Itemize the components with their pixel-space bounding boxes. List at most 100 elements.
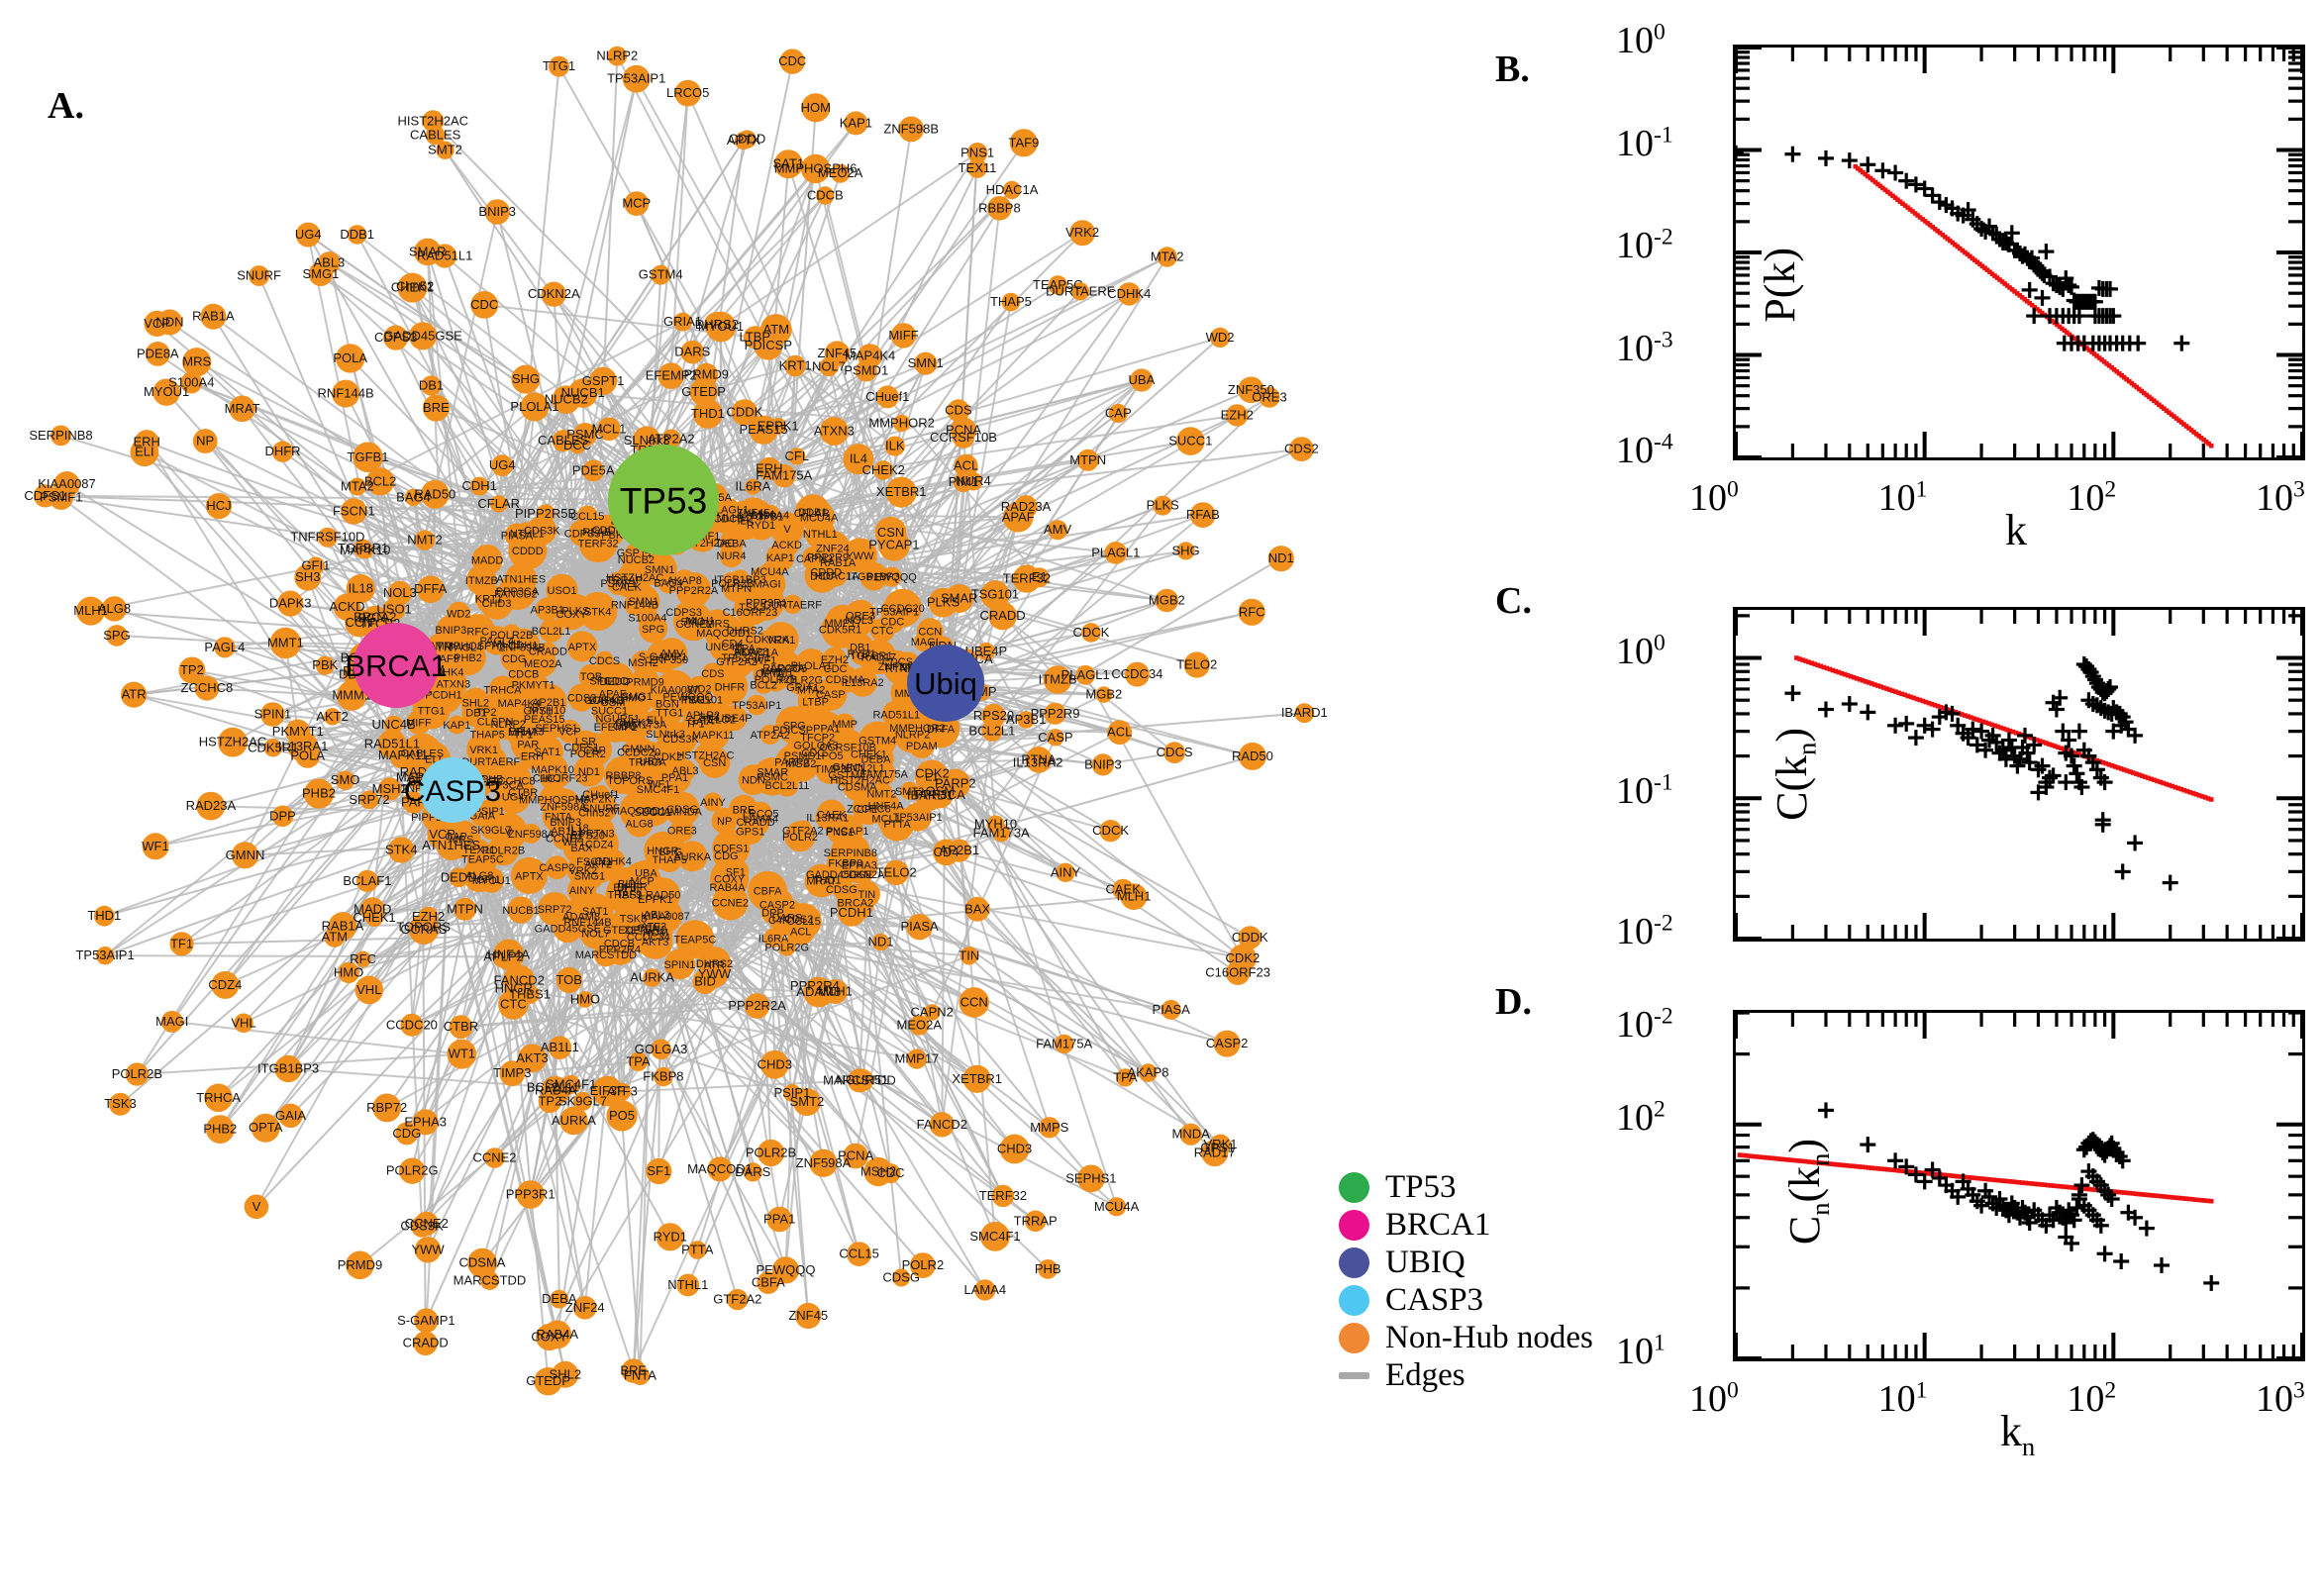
network-node[interactable]: [1075, 664, 1096, 685]
network-node[interactable]: [178, 656, 206, 684]
network-node[interactable]: [606, 1100, 638, 1132]
network-node[interactable]: [676, 1273, 700, 1297]
network-node[interactable]: [493, 939, 525, 970]
network-node[interactable]: [634, 748, 661, 776]
network-node[interactable]: [491, 707, 525, 741]
network-node[interactable]: [749, 415, 778, 445]
network-node[interactable]: [1081, 623, 1101, 643]
network-node[interactable]: [383, 325, 409, 350]
network-node[interactable]: [654, 1067, 673, 1087]
network-node[interactable]: [762, 666, 788, 692]
network-node[interactable]: [1259, 386, 1280, 408]
network-node[interactable]: [467, 1247, 497, 1278]
network-node[interactable]: [1108, 403, 1128, 424]
network-node[interactable]: [727, 1288, 749, 1311]
network-node[interactable]: [669, 818, 694, 843]
network-node[interactable]: [1228, 944, 1257, 972]
network-node[interactable]: [844, 111, 868, 136]
network-node[interactable]: [1130, 368, 1154, 392]
network-node[interactable]: [271, 441, 294, 462]
network-node[interactable]: [1238, 926, 1262, 949]
network-node[interactable]: [332, 379, 360, 408]
network-node[interactable]: [160, 1010, 183, 1033]
network-node[interactable]: [251, 1113, 280, 1143]
network-node[interactable]: [420, 479, 450, 509]
network-node[interactable]: [169, 932, 194, 956]
network-node[interactable]: [744, 993, 770, 1019]
network-node[interactable]: [490, 495, 508, 513]
network-node[interactable]: [908, 732, 935, 758]
network-node[interactable]: [702, 662, 724, 684]
network-node[interactable]: [1055, 1034, 1074, 1054]
network-node[interactable]: [341, 498, 367, 525]
network-node[interactable]: [508, 531, 548, 570]
network-node[interactable]: [413, 1331, 439, 1355]
network-node[interactable]: [571, 737, 592, 757]
network-node[interactable]: [573, 1296, 597, 1320]
network-node[interactable]: [959, 987, 989, 1018]
network-node[interactable]: [1124, 661, 1150, 687]
network-node[interactable]: [541, 281, 566, 307]
network-nodes[interactable]: [34, 46, 1315, 1396]
panel-b-plot-area[interactable]: [1728, 45, 2305, 460]
network-node[interactable]: [372, 1093, 402, 1123]
network-node[interactable]: [561, 1074, 581, 1095]
network-node[interactable]: [449, 1015, 473, 1040]
network-node[interactable]: [101, 596, 128, 622]
network-node[interactable]: [920, 761, 945, 786]
network-node[interactable]: [484, 1147, 505, 1168]
network-node[interactable]: [881, 566, 902, 587]
network-node[interactable]: [801, 546, 827, 571]
network-node[interactable]: [303, 778, 335, 809]
network-node[interactable]: [552, 430, 574, 452]
network-node[interactable]: [1038, 1259, 1059, 1279]
network-node[interactable]: [542, 1076, 564, 1099]
network-node[interactable]: [847, 1242, 871, 1266]
network-node[interactable]: [498, 572, 537, 611]
network-node[interactable]: [770, 512, 804, 546]
network-node[interactable]: [928, 587, 959, 618]
network-node[interactable]: [643, 968, 661, 987]
network-node[interactable]: [389, 742, 417, 769]
network-node[interactable]: [466, 843, 499, 874]
network-node[interactable]: [809, 711, 844, 746]
network-node[interactable]: [645, 710, 664, 730]
network-node[interactable]: [494, 761, 533, 800]
network-node[interactable]: [1267, 546, 1294, 572]
network-node[interactable]: [721, 705, 748, 732]
network-node[interactable]: [1044, 702, 1066, 725]
network-node[interactable]: [409, 322, 438, 350]
network-node[interactable]: [797, 498, 826, 527]
network-node[interactable]: [551, 768, 569, 787]
network-node[interactable]: [534, 1367, 562, 1396]
network-node[interactable]: [1161, 999, 1181, 1020]
network-node[interactable]: [524, 696, 553, 725]
network-node[interactable]: [458, 634, 482, 657]
network-node[interactable]: [782, 1083, 801, 1102]
network-node[interactable]: [437, 831, 466, 860]
network-node[interactable]: [576, 991, 594, 1008]
network-node[interactable]: [884, 436, 905, 456]
network-node[interactable]: [1157, 247, 1177, 267]
network-node[interactable]: [308, 261, 334, 286]
network-node[interactable]: [531, 735, 563, 768]
network-node[interactable]: [1155, 588, 1179, 613]
network-node[interactable]: [449, 867, 469, 888]
network-node[interactable]: [853, 794, 881, 824]
network-node[interactable]: [516, 1180, 545, 1209]
network-node[interactable]: [826, 564, 848, 587]
network-node[interactable]: [906, 1048, 928, 1069]
network-node[interactable]: [504, 978, 524, 999]
network-node[interactable]: [1048, 275, 1068, 295]
network-node[interactable]: [914, 351, 938, 375]
network-node[interactable]: [758, 630, 777, 649]
network-node[interactable]: [871, 933, 890, 951]
network-node[interactable]: [421, 375, 442, 396]
network-node[interactable]: [1163, 742, 1185, 764]
network-node[interactable]: [603, 933, 637, 965]
network-node[interactable]: [819, 417, 849, 446]
network-node[interactable]: [461, 697, 491, 728]
network-node[interactable]: [964, 896, 990, 922]
network-node[interactable]: [715, 501, 747, 533]
network-node[interactable]: [656, 847, 683, 872]
